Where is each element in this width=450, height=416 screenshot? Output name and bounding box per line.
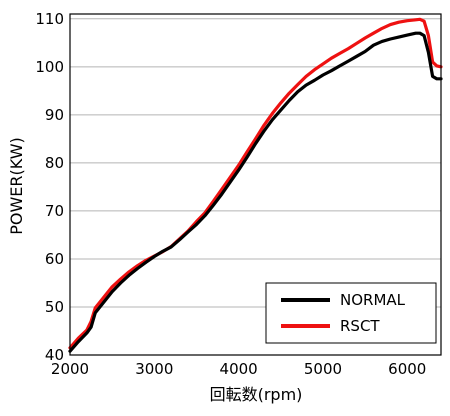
y-axis-ticks: 40 50 60 70 80 90 100 110 [35,10,64,364]
legend-box [265,282,437,344]
series-line-rsct [68,17,443,350]
x-tick-label: 3000 [135,360,173,378]
series-lines [68,17,443,353]
y-tick-label: 40 [45,346,64,364]
plot-frame [69,13,442,356]
x-tick-label: 4000 [220,360,258,378]
gridlines [70,18,441,308]
y-tick-label: 100 [35,58,64,76]
x-axis-label: 回転数(rpm) [210,385,303,404]
x-tick-label: 2000 [51,360,89,378]
legend-label-normal: NORMAL [340,291,406,309]
y-tick-label: 80 [45,154,64,172]
y-tick-label: 70 [45,202,64,220]
y-tick-label: 50 [45,298,64,316]
x-axis-ticks: 2000 3000 4000 5000 6000 [51,360,426,378]
legend-label-rsct: RSCT [340,317,380,335]
x-tick-label: 5000 [304,360,342,378]
y-tick-label: 90 [45,106,64,124]
legend: NORMAL RSCT [265,282,437,344]
y-tick-label: 110 [35,10,64,28]
series-line-normal [68,31,443,353]
x-tick-label: 6000 [388,360,426,378]
y-axis-label: POWER(KW) [7,137,26,235]
y-tick-label: 60 [45,250,64,268]
